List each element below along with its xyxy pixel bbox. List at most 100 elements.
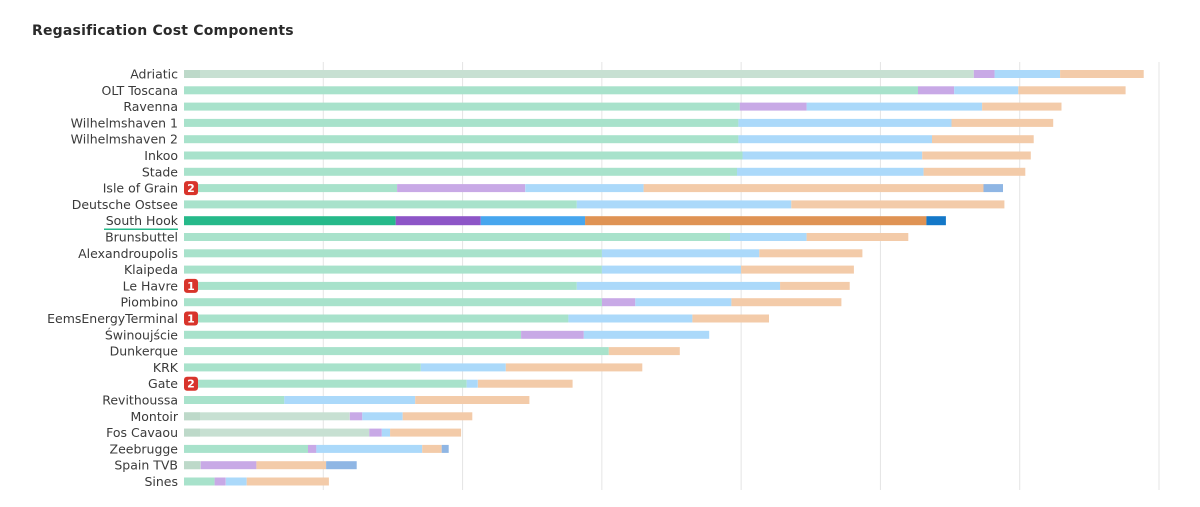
bar-segment[interactable] [381, 428, 391, 437]
bar-segment[interactable] [415, 396, 530, 404]
bar-segment[interactable] [601, 249, 760, 258]
note-badge[interactable] [184, 311, 198, 326]
bar-segment[interactable] [184, 102, 740, 111]
bar-segment[interactable] [402, 412, 473, 421]
bar-segment[interactable] [737, 167, 924, 176]
bar-segment[interactable] [184, 70, 974, 78]
category-label: Le Havre [123, 278, 179, 293]
bar-segment[interactable] [395, 216, 481, 226]
bar-segment[interactable] [184, 298, 602, 307]
bar-segment[interactable] [184, 135, 739, 144]
category-label: Ravenna [123, 99, 178, 114]
bar-segment[interactable] [791, 200, 1005, 209]
bar-segment[interactable] [601, 298, 636, 307]
bar-segment[interactable] [316, 444, 423, 453]
category-label: Revithoussa [102, 393, 178, 408]
bar-segment[interactable] [184, 86, 918, 95]
bar-segment[interactable] [585, 216, 927, 226]
bar-segment[interactable] [951, 118, 1054, 127]
note-badge[interactable] [184, 181, 198, 196]
bar-segment[interactable] [521, 330, 584, 339]
bar-segment[interactable] [214, 477, 226, 486]
bar-segment[interactable] [608, 347, 680, 356]
bar-segment[interactable] [780, 281, 850, 290]
bar-segment[interactable] [730, 233, 807, 241]
bar-segment[interactable] [643, 184, 984, 193]
bar-segment[interactable] [635, 298, 732, 307]
bar-segment[interactable] [184, 249, 602, 258]
bar-segment[interactable] [926, 216, 946, 226]
bar-segment[interactable] [369, 428, 382, 437]
bar-segment[interactable] [731, 298, 842, 307]
category-label: Stade [142, 164, 178, 179]
bar-segment[interactable] [308, 444, 317, 453]
bar-segment[interactable] [692, 314, 769, 323]
bar-segment[interactable] [806, 233, 909, 241]
bar-segment[interactable] [477, 379, 573, 388]
bar-segment[interactable] [742, 151, 923, 160]
bar-segment[interactable] [994, 70, 1061, 78]
bar-segment[interactable] [184, 363, 421, 372]
bar-segment[interactable] [739, 102, 807, 111]
bar-segment[interactable] [184, 200, 577, 209]
note-badge[interactable] [184, 376, 198, 391]
bar-segment[interactable] [741, 265, 854, 274]
bar-segment[interactable] [1060, 70, 1144, 78]
bar-segment[interactable] [349, 412, 363, 421]
bar-segment[interactable] [441, 444, 449, 453]
bar-segment[interactable] [184, 184, 398, 193]
bar-segment[interactable] [284, 396, 416, 404]
category-label: KRK [153, 360, 179, 375]
bar-segment[interactable] [184, 314, 569, 323]
bar-segment[interactable] [184, 233, 730, 241]
bar-segment[interactable] [601, 265, 742, 274]
bar-segment[interactable] [184, 216, 396, 226]
bar-segment[interactable] [954, 86, 1019, 95]
bar-segment[interactable] [184, 412, 350, 421]
bar-segment[interactable] [256, 461, 326, 470]
bar-segment[interactable] [932, 135, 1034, 144]
bar-segment[interactable] [184, 428, 370, 437]
bar-segment[interactable] [480, 216, 586, 226]
bar-segment[interactable] [973, 70, 995, 78]
bar-segment[interactable] [362, 412, 403, 421]
bar-segment[interactable] [583, 330, 710, 339]
bar-segment[interactable] [983, 184, 1004, 193]
bar-segment[interactable] [505, 363, 643, 372]
bar-segment[interactable] [184, 151, 743, 160]
bar-segment[interactable] [246, 477, 329, 486]
bar-segment[interactable] [184, 477, 215, 486]
bar-segment[interactable] [466, 379, 478, 388]
bar-segment[interactable] [982, 102, 1062, 111]
bar-segment[interactable] [568, 314, 693, 323]
bar-segment[interactable] [422, 444, 442, 453]
bar-segment[interactable] [326, 461, 357, 470]
bar-segment[interactable] [806, 102, 983, 111]
bar-segment[interactable] [184, 396, 285, 404]
bar-segment[interactable] [184, 379, 467, 388]
bar-segment[interactable] [184, 347, 609, 356]
bar-segment[interactable] [397, 184, 526, 193]
bar-segment[interactable] [923, 167, 1026, 176]
bar-segment[interactable] [922, 151, 1031, 160]
bar-segment[interactable] [1018, 86, 1126, 95]
bar-segment[interactable] [184, 118, 739, 127]
bar-segment[interactable] [184, 444, 308, 453]
bar-segment[interactable] [525, 184, 644, 193]
bar-segment[interactable] [576, 200, 792, 209]
bar-segment[interactable] [225, 477, 247, 486]
bar-lead-segment [184, 412, 200, 421]
bar-segment[interactable] [738, 135, 932, 144]
bar-segment[interactable] [184, 167, 737, 176]
bar-segment[interactable] [738, 118, 952, 127]
bar-segment[interactable] [390, 428, 462, 437]
bar-segment[interactable] [200, 461, 257, 470]
note-badge[interactable] [184, 278, 198, 293]
bar-segment[interactable] [918, 86, 955, 95]
bar-segment[interactable] [420, 363, 506, 372]
bar-segment[interactable] [576, 281, 781, 290]
bar-segment[interactable] [184, 281, 577, 290]
bar-segment[interactable] [184, 265, 602, 274]
bar-segment[interactable] [184, 330, 522, 339]
bar-segment[interactable] [759, 249, 863, 258]
